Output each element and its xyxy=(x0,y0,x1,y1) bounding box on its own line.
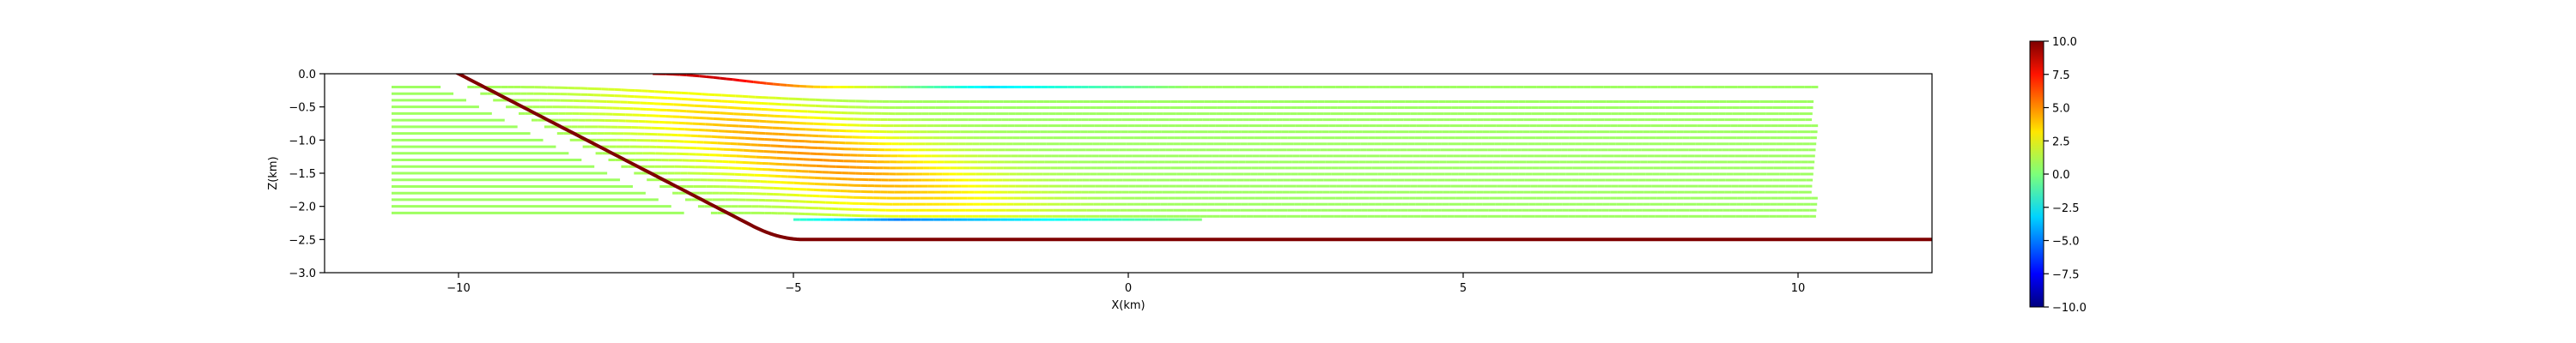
top-layer-segment xyxy=(793,84,800,87)
colorbar-gradient xyxy=(2029,40,2044,308)
layer-segment xyxy=(738,130,745,134)
layer-segment xyxy=(748,95,756,99)
layer-segment xyxy=(765,126,773,129)
layer-segment xyxy=(741,100,749,105)
x-tick-label: 5 xyxy=(1460,282,1467,295)
colorbar-tick-label: −7.5 xyxy=(2052,268,2080,281)
colorbar-tick-label: 10.0 xyxy=(2052,36,2077,49)
layer-segment xyxy=(688,92,696,95)
y-tick-label: −2.5 xyxy=(289,234,316,247)
colorbar-ticks: 10.0 7.5 5.0 2.5 0.0 −2.5 −5.0 −7.5 −10.0 xyxy=(2044,36,2087,315)
layer-segment xyxy=(694,98,702,102)
top-layer-segment xyxy=(759,81,767,85)
colorbar-tick-label: −2.5 xyxy=(2052,202,2080,215)
layer-segment xyxy=(661,90,669,94)
top-layer-segment xyxy=(713,75,720,80)
top-layer-segment xyxy=(746,80,754,83)
layer-segment xyxy=(714,99,722,103)
top-layer-segment xyxy=(692,74,700,78)
x-tick-label: −5 xyxy=(785,282,801,295)
x-tick-label: 10 xyxy=(1791,282,1806,295)
layer-segment xyxy=(707,105,714,108)
colorbar-tick-label: 0.0 xyxy=(2052,169,2070,182)
colorbar-tick-label: −10.0 xyxy=(2052,302,2087,315)
top-layer-segment xyxy=(787,83,794,87)
top-layer-segment xyxy=(766,81,774,86)
layer-lines xyxy=(392,74,1819,221)
layer-segment xyxy=(720,111,727,115)
colorbar-tick-label: 2.5 xyxy=(2052,135,2070,148)
layer-segment xyxy=(733,106,741,110)
y-tick-label: −2.0 xyxy=(289,202,316,214)
colorbar: 10.0 7.5 5.0 2.5 0.0 −2.5 −5.0 −7.5 −10.0 xyxy=(2029,36,2087,315)
y-tick-label: −1.5 xyxy=(289,168,316,181)
top-layer-segment xyxy=(699,75,707,78)
fault-line xyxy=(454,74,1932,242)
y-tick-label: 0.0 xyxy=(298,69,316,81)
y-axis-label: Z(km) xyxy=(267,156,280,190)
layer-segment xyxy=(706,117,714,120)
colorbar-tick-label: 5.0 xyxy=(2052,103,2070,116)
top-layer-segment xyxy=(706,75,714,79)
layer-segment xyxy=(693,110,701,114)
x-axis-label: X(km) xyxy=(1111,299,1145,312)
y-axis-ticks: 0.0 −0.5 −1.0 −1.5 −2.0 −2.5 −3.0 xyxy=(289,69,325,280)
layer-segment xyxy=(739,118,747,122)
y-tick-label: −0.5 xyxy=(289,102,316,115)
layer-segment xyxy=(702,93,709,96)
top-layer-segment xyxy=(773,82,781,87)
top-layer-segment xyxy=(720,76,727,81)
y-tick-label: −3.0 xyxy=(289,268,316,280)
top-layer-segment xyxy=(686,74,694,77)
y-tick-label: −1.0 xyxy=(289,135,316,147)
colorbar-tick-label: −5.0 xyxy=(2052,236,2080,249)
layer-segment xyxy=(719,123,726,127)
top-layer-segment xyxy=(726,77,733,81)
top-layer-segment xyxy=(753,81,761,84)
layer-segment xyxy=(753,113,761,117)
colorbar-tick-label: 7.5 xyxy=(2052,69,2070,82)
x-axis-ticks: −10 −5 0 5 10 xyxy=(447,273,1805,295)
x-tick-label: 0 xyxy=(1125,282,1132,295)
top-layer-segment xyxy=(780,83,787,87)
layer-segment xyxy=(721,93,729,97)
x-tick-label: −10 xyxy=(447,282,470,295)
plot-area xyxy=(324,73,1933,274)
top-layer-segment xyxy=(732,78,740,82)
